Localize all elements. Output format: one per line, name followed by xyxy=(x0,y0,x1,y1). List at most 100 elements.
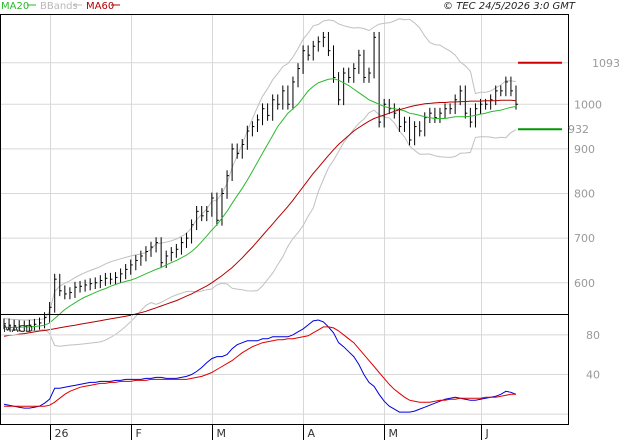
price-bar xyxy=(104,272,108,286)
price-gridlines xyxy=(1,15,568,314)
price-bar xyxy=(49,301,52,323)
price-bar xyxy=(74,281,77,298)
price-bar xyxy=(348,67,351,83)
price-y-tick: 600 xyxy=(574,277,595,290)
price-bar xyxy=(267,103,270,121)
price-bar xyxy=(409,116,412,146)
macd-gridlines xyxy=(1,315,568,424)
price-bar xyxy=(388,98,392,115)
price-bar xyxy=(145,246,148,262)
price-bar xyxy=(94,277,98,290)
price-y-tick: 1000 xyxy=(574,98,602,111)
price-bar xyxy=(140,250,143,266)
price-bar xyxy=(272,94,275,121)
price-bar xyxy=(338,72,341,106)
x-tick-label: F xyxy=(136,427,142,440)
price-bar xyxy=(403,116,407,132)
price-bar xyxy=(38,317,42,330)
macd-y-tick: 80 xyxy=(586,329,600,342)
price-bar xyxy=(515,85,518,110)
price-bar xyxy=(135,255,138,271)
price-bar xyxy=(282,85,285,110)
price-panel-frame xyxy=(0,14,569,315)
price-bar xyxy=(185,232,189,248)
price-bar xyxy=(449,103,453,115)
legend-bbands: BBands xyxy=(40,1,78,12)
price-bar xyxy=(18,320,22,332)
price-bar xyxy=(109,272,113,285)
price-bar xyxy=(292,76,295,110)
price-bar xyxy=(216,192,219,226)
price-bar xyxy=(246,125,250,150)
price-bar xyxy=(312,40,316,61)
price-bar xyxy=(358,49,361,74)
price-bar xyxy=(221,188,224,226)
price-bar xyxy=(206,206,209,222)
legend: MA20 BBands MA60 xyxy=(1,1,120,12)
price-bar xyxy=(459,85,463,106)
bbands-upper-line xyxy=(3,18,517,321)
price-bar xyxy=(490,94,493,110)
price-bar xyxy=(333,45,336,83)
macd-line xyxy=(3,319,517,413)
price-bar xyxy=(414,121,417,146)
price-bar xyxy=(170,247,174,262)
macd-y-ticks: 80 40 xyxy=(586,329,600,382)
price-bars xyxy=(3,31,518,332)
ma60-line xyxy=(3,99,517,337)
price-bar xyxy=(297,63,301,88)
x-tick-label: J xyxy=(485,427,489,440)
price-bar xyxy=(454,94,458,115)
price-y-tick: 800 xyxy=(574,188,595,201)
price-bar xyxy=(120,268,123,283)
price-bar xyxy=(373,31,377,79)
price-bar xyxy=(125,264,128,280)
x-axis: 26 F M A M J xyxy=(50,424,489,440)
price-bar xyxy=(368,67,371,83)
copyright: © TEC 24/5/2026 3:0 GMT xyxy=(443,1,576,12)
macd-title: MACD xyxy=(3,324,33,335)
price-bar xyxy=(429,107,432,123)
price-panel: 600 700 800 900 1000 1093 932 xyxy=(0,14,620,347)
macd-y-tick: 40 xyxy=(586,368,600,381)
price-bar xyxy=(54,273,57,313)
price-bar xyxy=(28,319,32,332)
price-bar xyxy=(251,121,255,137)
price-bar xyxy=(424,112,427,137)
legend-ma60: MA60 xyxy=(86,1,114,12)
legend-ma20: MA20 xyxy=(1,1,29,12)
price-bar xyxy=(196,206,199,231)
price-bar xyxy=(115,272,118,285)
price-bar xyxy=(69,287,72,300)
price-bar xyxy=(23,320,27,332)
price-bar xyxy=(155,237,159,253)
price-bar xyxy=(231,143,235,182)
price-bar xyxy=(500,85,503,97)
price-bar xyxy=(444,103,448,119)
support-label: 932 xyxy=(568,123,589,136)
x-tick-label: 26 xyxy=(55,427,69,440)
price-bar xyxy=(160,237,164,269)
price-bar xyxy=(363,49,366,83)
price-bar xyxy=(398,107,402,132)
price-bar xyxy=(150,241,154,257)
price-bar xyxy=(211,192,214,217)
price-bar xyxy=(241,139,245,159)
price-bar xyxy=(13,319,17,331)
price-bar xyxy=(165,250,169,269)
price-bar xyxy=(79,280,83,293)
price-bar xyxy=(8,318,12,331)
price-bar xyxy=(201,206,204,222)
price-bar xyxy=(262,103,265,126)
price-bar xyxy=(317,36,321,52)
price-bar xyxy=(343,67,346,106)
price-bar xyxy=(505,76,508,97)
price-bar xyxy=(59,273,62,297)
x-tick-label: M xyxy=(389,427,399,440)
price-y-tick: 700 xyxy=(574,232,595,245)
price-bar xyxy=(180,237,184,255)
price-bar xyxy=(287,85,290,110)
price-bar xyxy=(378,31,382,128)
resistance-label: 1093 xyxy=(592,57,620,70)
price-bar xyxy=(256,114,260,132)
